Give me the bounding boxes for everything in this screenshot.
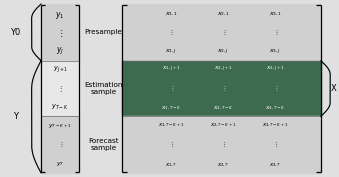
Text: X: X [331, 84, 336, 93]
Text: Forecast
sample: Forecast sample [88, 138, 119, 151]
Text: $x_{2,T}$: $x_{2,T}$ [217, 162, 230, 169]
Text: $x_{3,T-K}$: $x_{3,T-K}$ [265, 105, 286, 112]
Text: $x_{2,J+1}$: $x_{2,J+1}$ [214, 65, 233, 74]
Text: $y_J$: $y_J$ [56, 45, 64, 57]
Text: $y_{J+1}$: $y_{J+1}$ [53, 65, 68, 75]
Bar [122, 4, 321, 61]
Text: Presample: Presample [85, 29, 122, 35]
Bar [41, 116, 79, 173]
Text: $x_{1,J+1}$: $x_{1,J+1}$ [162, 65, 181, 74]
Text: $\vdots$: $\vdots$ [57, 28, 63, 39]
Text: $y_{T-K+1}$: $y_{T-K+1}$ [48, 122, 72, 130]
Text: $y_T$: $y_T$ [56, 160, 64, 168]
Text: $x_{3,T}$: $x_{3,T}$ [269, 162, 282, 169]
Bar [41, 61, 79, 116]
Text: $y_1$: $y_1$ [56, 10, 65, 21]
Text: $x_{1,T-K}$: $x_{1,T-K}$ [161, 105, 182, 112]
Text: $x_{1,J}$: $x_{1,J}$ [165, 47, 177, 56]
Text: $\vdots$: $\vdots$ [221, 85, 226, 93]
Text: $x_{3,J+1}$: $x_{3,J+1}$ [266, 65, 285, 74]
Text: $x_{3,1}$: $x_{3,1}$ [269, 11, 282, 18]
Text: $y_{T-K}$: $y_{T-K}$ [52, 103, 69, 112]
Text: $x_{3,J}$: $x_{3,J}$ [270, 47, 281, 56]
Text: $x_{1,1}$: $x_{1,1}$ [164, 11, 178, 18]
Text: $\vdots$: $\vdots$ [57, 84, 63, 94]
Text: $\vdots$: $\vdots$ [273, 85, 278, 93]
Text: $\vdots$: $\vdots$ [273, 141, 278, 149]
Text: $\vdots$: $\vdots$ [168, 29, 174, 38]
Text: $x_{1,T-K+1}$: $x_{1,T-K+1}$ [158, 121, 184, 129]
Text: Estimation
sample: Estimation sample [84, 82, 123, 95]
Text: $x_{2,1}$: $x_{2,1}$ [217, 11, 230, 18]
Bar [122, 116, 321, 173]
Text: $\vdots$: $\vdots$ [169, 141, 174, 149]
Text: $x_{1,T}$: $x_{1,T}$ [165, 162, 177, 169]
Bar [122, 61, 321, 116]
Text: $\vdots$: $\vdots$ [221, 29, 226, 38]
Text: $x_{2,T-K}$: $x_{2,T-K}$ [213, 105, 234, 112]
Text: $x_{2,T-K+1}$: $x_{2,T-K+1}$ [210, 121, 236, 129]
Text: $\vdots$: $\vdots$ [273, 29, 278, 38]
Text: Y: Y [13, 112, 18, 121]
Text: $\vdots$: $\vdots$ [58, 141, 63, 149]
Text: $\vdots$: $\vdots$ [221, 141, 226, 149]
Bar [41, 4, 79, 61]
Text: $x_{2,J}$: $x_{2,J}$ [217, 47, 229, 56]
Text: $x_{3,T-K+1}$: $x_{3,T-K+1}$ [262, 121, 288, 129]
Text: $\vdots$: $\vdots$ [168, 85, 174, 93]
Text: Y0: Y0 [11, 28, 21, 37]
